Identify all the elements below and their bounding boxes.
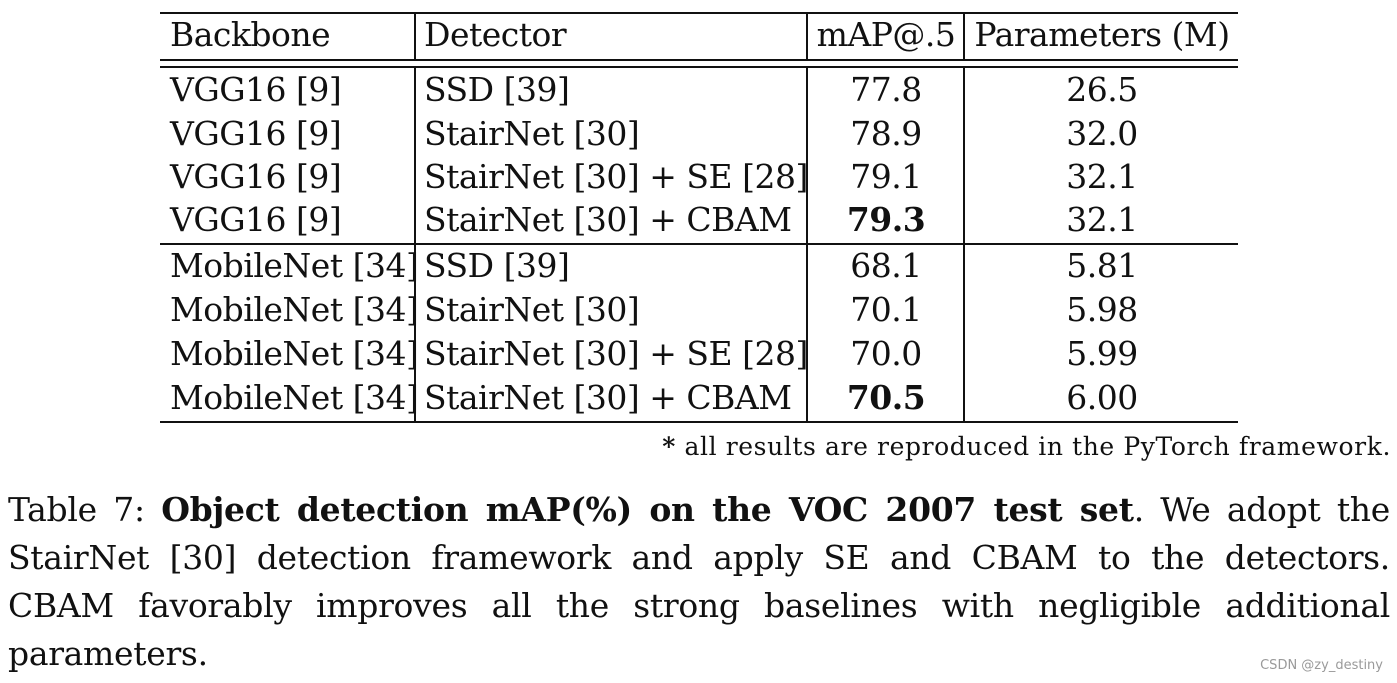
table-row-params: 5.98 bbox=[1066, 290, 1138, 329]
caption-title: Object detection mAP(%) on the VOC 2007 … bbox=[161, 490, 1134, 529]
header-rule-1 bbox=[160, 59, 1238, 61]
table-row-map: 70.1 bbox=[850, 290, 922, 329]
table-row-map: 79.1 bbox=[850, 157, 922, 196]
table-row-detector: StairNet [30] + CBAM bbox=[424, 200, 792, 239]
table-caption: Table 7: Object detection mAP(%) on the … bbox=[8, 486, 1390, 678]
caption-body: . We adopt the StairNet [30] detection f… bbox=[8, 490, 1390, 673]
table-row-backbone: VGG16 [9] bbox=[170, 70, 342, 109]
table-row-map-best: 70.5 bbox=[846, 378, 926, 417]
table-row-params: 5.99 bbox=[1066, 334, 1138, 373]
header-detector: Detector bbox=[424, 15, 567, 54]
table-row-detector: SSD [39] bbox=[424, 246, 570, 285]
footnote-text: all results are reproduced in the PyTorc… bbox=[684, 432, 1391, 461]
column-divider-3 bbox=[963, 12, 965, 60]
header-map: mAP@.5 bbox=[816, 15, 956, 54]
column-divider-2 bbox=[806, 67, 808, 422]
table-row-map: 78.9 bbox=[850, 114, 922, 153]
table-row-backbone: MobileNet [34] bbox=[170, 378, 419, 417]
table-row-backbone: VGG16 [9] bbox=[170, 157, 342, 196]
table-row-detector: StairNet [30] + CBAM bbox=[424, 378, 792, 417]
table-row-detector: StairNet [30] bbox=[424, 290, 640, 329]
table-row-detector: StairNet [30] + SE [28] bbox=[424, 334, 808, 373]
table-row-params: 32.0 bbox=[1066, 114, 1138, 153]
table-footnote: * all results are reproduced in the PyTo… bbox=[662, 432, 1391, 461]
column-divider-1 bbox=[414, 67, 416, 422]
column-divider-3 bbox=[963, 67, 965, 422]
table-bottom-rule bbox=[160, 421, 1238, 423]
group-separator-rule bbox=[160, 243, 1238, 245]
results-table: Backbone Detector mAP@.5 Parameters (M) … bbox=[160, 12, 1238, 423]
table-row-params: 6.00 bbox=[1066, 378, 1138, 417]
table-row-map: 77.8 bbox=[850, 70, 922, 109]
table-top-rule bbox=[160, 12, 1238, 14]
table-row-params: 32.1 bbox=[1066, 157, 1138, 196]
header-backbone: Backbone bbox=[170, 15, 331, 54]
table-row-params: 26.5 bbox=[1066, 70, 1138, 109]
table-row-backbone: VGG16 [9] bbox=[170, 200, 342, 239]
column-divider-1 bbox=[414, 12, 416, 60]
table-row-detector: StairNet [30] + SE [28] bbox=[424, 157, 808, 196]
column-divider-2 bbox=[806, 12, 808, 60]
caption-label: Table 7: bbox=[8, 490, 145, 529]
header-params: Parameters (M) bbox=[974, 15, 1230, 54]
table-row-params: 5.81 bbox=[1066, 246, 1138, 285]
table-row-backbone: MobileNet [34] bbox=[170, 246, 419, 285]
table-row-detector: StairNet [30] bbox=[424, 114, 640, 153]
header-rule-2 bbox=[160, 66, 1238, 68]
table-row-backbone: MobileNet [34] bbox=[170, 290, 419, 329]
table-row-backbone: MobileNet [34] bbox=[170, 334, 419, 373]
table-row-params: 32.1 bbox=[1066, 200, 1138, 239]
table-row-detector: SSD [39] bbox=[424, 70, 570, 109]
table-row-map: 70.0 bbox=[850, 334, 922, 373]
table-row-map-best: 79.3 bbox=[846, 200, 926, 239]
footnote-mark: * bbox=[662, 432, 676, 461]
watermark: CSDN @zy_destiny bbox=[1260, 658, 1383, 673]
table-row-map: 68.1 bbox=[850, 246, 922, 285]
table-row-backbone: VGG16 [9] bbox=[170, 114, 342, 153]
